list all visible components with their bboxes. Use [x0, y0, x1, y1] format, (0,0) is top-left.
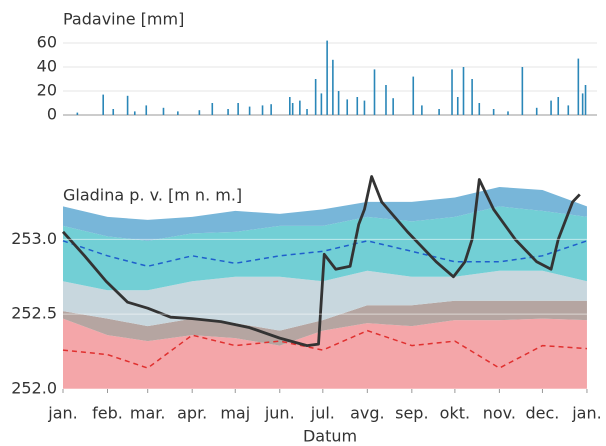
bar: [133, 111, 136, 115]
band: [63, 186, 587, 241]
bar: [291, 103, 294, 115]
bar: [248, 106, 251, 115]
x-tick-label: feb.: [92, 404, 123, 423]
bar: [198, 110, 201, 115]
bar: [581, 93, 584, 115]
panel-title: Padavine [mm]: [63, 10, 184, 29]
bar: [462, 67, 465, 115]
bar: [126, 95, 129, 115]
y-tick-label: 252.5: [11, 304, 57, 323]
x-tick-label: jan.: [47, 404, 77, 423]
bar: [451, 69, 453, 115]
bar: [550, 100, 552, 115]
x-tick-label: maj: [220, 404, 250, 423]
bar: [438, 109, 440, 115]
bar: [237, 103, 239, 115]
bar: [471, 79, 473, 115]
bar: [76, 112, 79, 115]
bar: [392, 98, 394, 115]
x-axis-title: Datum: [303, 427, 357, 446]
bar: [299, 100, 301, 115]
x-tick-label: okt.: [440, 404, 470, 423]
bar: [584, 85, 587, 115]
x-tick-label: jan.: [571, 404, 601, 423]
bar: [421, 105, 423, 115]
bar: [478, 103, 481, 115]
band: [63, 300, 587, 346]
panel-title: Gladina p. v. [m n. m.]: [63, 186, 242, 205]
bar: [145, 105, 148, 115]
bar: [456, 97, 459, 115]
x-tick-label: avg.: [350, 404, 385, 423]
bar: [363, 100, 366, 115]
bar: [337, 91, 340, 115]
band: [63, 206, 587, 291]
bar: [320, 93, 323, 115]
y-tick-label: 20: [37, 81, 57, 100]
x-tick-label: dec.: [526, 404, 560, 423]
bar: [289, 97, 291, 115]
y-tick-label: 40: [37, 57, 57, 76]
bar: [346, 99, 349, 115]
x-tick-label: jun.: [264, 404, 295, 423]
bar: [211, 103, 214, 115]
bar: [270, 104, 272, 115]
bar: [306, 109, 308, 115]
bar: [112, 109, 115, 115]
observed-line: [61, 175, 581, 348]
bar: [261, 105, 264, 115]
bar: [521, 67, 524, 115]
y-tick-label: 60: [37, 33, 57, 52]
bar: [385, 85, 387, 115]
bar: [162, 107, 165, 115]
y-tick-label: 253.0: [11, 229, 57, 248]
bar: [535, 107, 538, 115]
x-tick-label: mar.: [130, 404, 166, 423]
band: [63, 270, 587, 331]
bar: [177, 111, 179, 115]
x-tick-label: apr.: [177, 404, 207, 423]
bar: [102, 94, 104, 115]
bar: [373, 69, 376, 115]
bar: [332, 59, 334, 115]
bar: [412, 76, 415, 115]
x-tick-label: nov.: [483, 404, 516, 423]
y-tick-label: 252.0: [11, 379, 57, 398]
bar: [227, 109, 229, 115]
bar: [314, 79, 317, 115]
bar: [356, 97, 359, 115]
bar: [507, 111, 509, 115]
bar: [577, 58, 580, 115]
bar: [557, 97, 560, 115]
bar: [567, 105, 570, 115]
y-tick-label: 0: [47, 105, 57, 124]
bar: [326, 40, 328, 115]
x-tick-label: sep.: [395, 404, 428, 423]
x-tick-label: jul.: [310, 404, 335, 423]
bar: [492, 109, 495, 115]
